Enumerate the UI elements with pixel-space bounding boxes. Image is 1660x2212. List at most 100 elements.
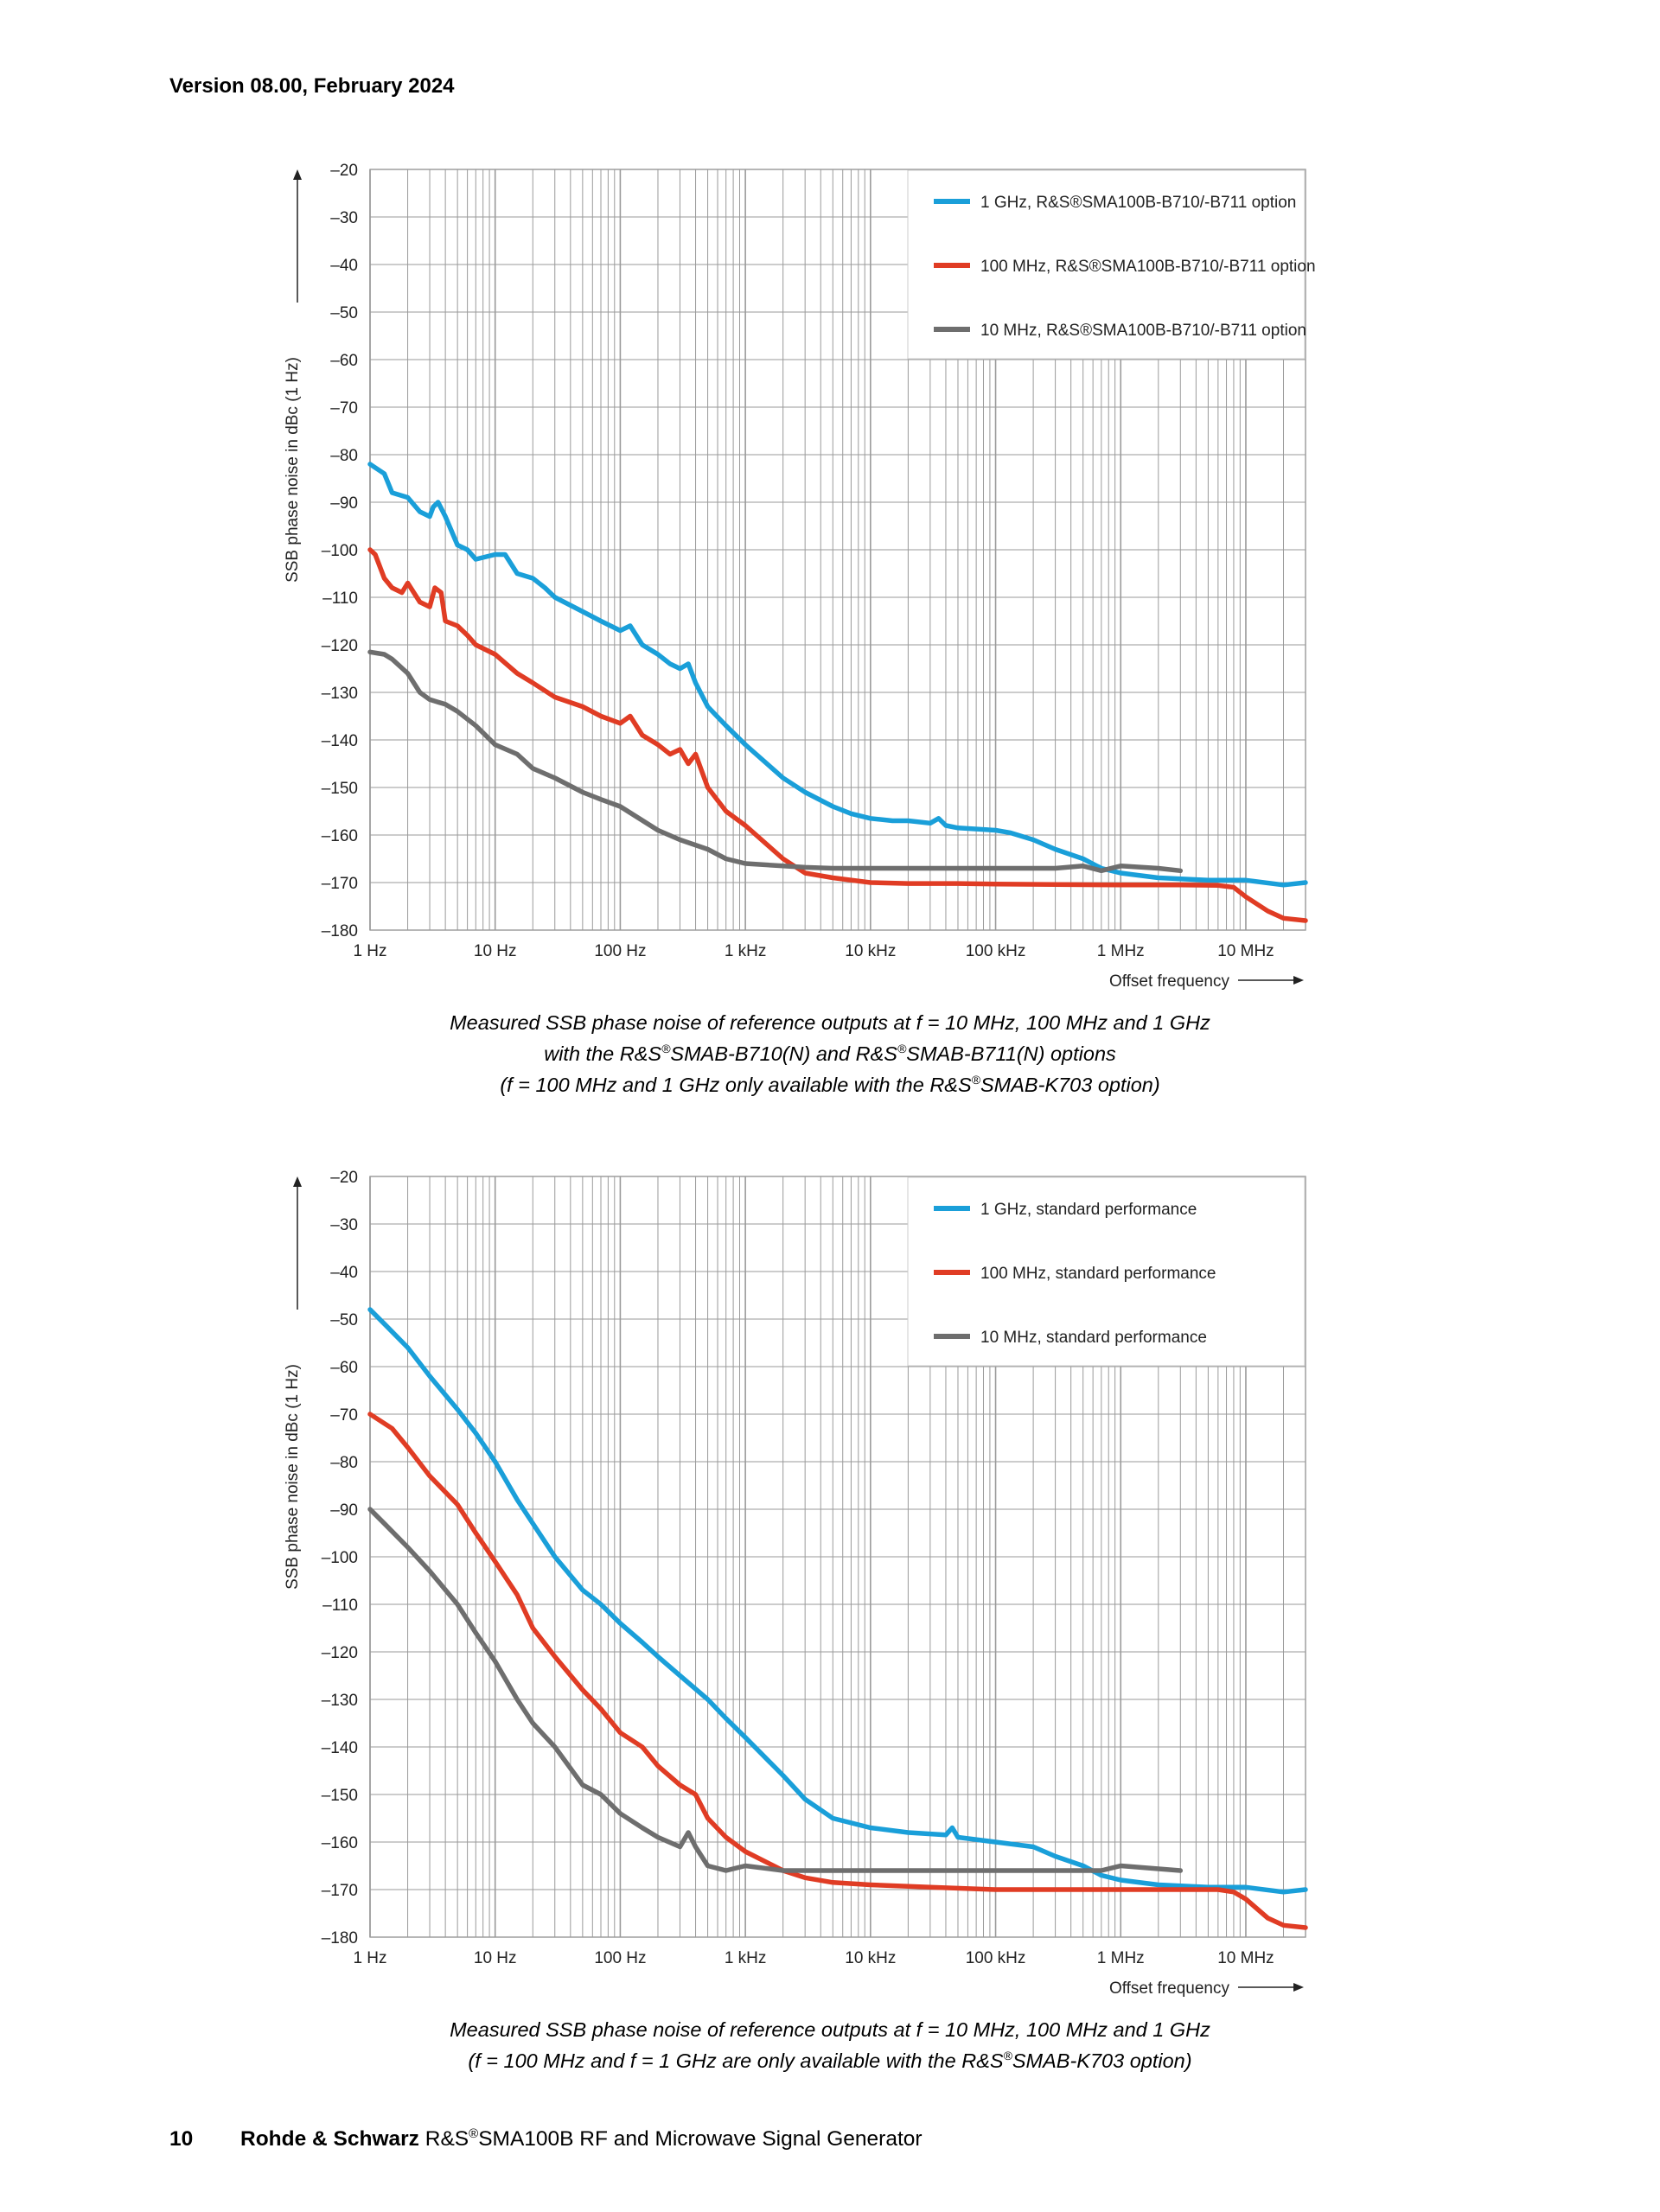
chart-svg: 1 GHz, R&S®SMA100B-B710/-B711 option 100 …	[284, 162, 1316, 991]
chart-caption-standard: Measured SSB phase noise of reference ou…	[0, 2017, 1660, 2074]
y-tick-label: –180	[322, 922, 358, 940]
x-tick-label: 10 MHz	[1217, 1949, 1274, 1967]
y-tick-label: –120	[322, 1644, 358, 1662]
legend-label: 100 MHz, R&S®SMA100B-B710/-B711 option	[980, 258, 1316, 276]
y-tick-label: –70	[330, 1406, 358, 1425]
footer-brand: Rohde & Schwarz	[240, 2127, 419, 2151]
x-tick-label: 10 kHz	[845, 1949, 896, 1967]
x-axis-arrow-head	[1293, 976, 1304, 985]
grid	[369, 1176, 1306, 1938]
chart-svg: 1 GHz, standard performance 100 MHz, stan…	[284, 1169, 1308, 1998]
footer-registered-mark: ®	[469, 2126, 479, 2141]
caption-text: SMAB-B711(N) options	[906, 1042, 1116, 1065]
legend-label: 1 GHz, standard performance	[980, 1201, 1197, 1219]
x-tick-label: 1 Hz	[353, 942, 386, 960]
caption-line: (f = 100 MHz and 1 GHz only available wi…	[0, 1067, 1660, 1098]
y-tick-label: –130	[322, 1692, 358, 1710]
phase-noise-chart-standard: 1 GHz, standard performance 100 MHz, stan…	[277, 1154, 1331, 2001]
y-tick-label: –170	[322, 875, 358, 893]
y-tick-label: –50	[330, 304, 358, 322]
series-line-2	[367, 649, 1184, 874]
y-tick-label: –70	[330, 399, 358, 418]
footer-product-name: SMA100B RF and Microwave Signal Generato…	[478, 2127, 923, 2151]
y-tick-label: –90	[330, 494, 358, 513]
x-axis-label: Offset frequency	[1109, 1979, 1230, 1998]
version-header: Version 08.00, February 2024	[169, 74, 455, 98]
x-tick-label: 1 kHz	[725, 942, 767, 960]
page-footer: 10 Rohde & Schwarz R&S®SMA100B RF and Mic…	[169, 2126, 923, 2151]
y-tick-label: –120	[322, 637, 358, 655]
caption-text: SMAB-B710(N) and R&S	[670, 1042, 897, 1065]
y-tick-label: –160	[322, 1834, 358, 1852]
x-tick-label: 10 MHz	[1217, 942, 1274, 960]
legend-label: 10 MHz, R&S®SMA100B-B710/-B711 option	[980, 322, 1306, 340]
y-tick-label: –130	[322, 685, 358, 703]
y-tick-label: –140	[322, 732, 358, 750]
y-tick-label: –100	[322, 542, 358, 560]
y-tick-label: –170	[322, 1882, 358, 1900]
y-axis-label: SSB phase noise in dBc (1 Hz)	[284, 1364, 302, 1590]
y-tick-label: –150	[322, 780, 358, 798]
x-tick-label: 100 Hz	[594, 1949, 646, 1967]
caption-line: Measured SSB phase noise of reference ou…	[0, 2017, 1660, 2043]
series-line-0	[367, 1307, 1308, 1895]
registered-mark: ®	[1003, 2049, 1012, 2062]
y-tick-label: –140	[322, 1739, 358, 1757]
caption-text: Measured SSB phase noise of reference ou…	[450, 1011, 1210, 1034]
caption-text: (f = 100 MHz and 1 GHz only available wi…	[500, 1073, 972, 1096]
series-line-0	[367, 462, 1308, 888]
caption-text: Measured SSB phase noise of reference ou…	[450, 2018, 1210, 2041]
footer-product-prefix: R&S	[418, 2127, 469, 2151]
y-tick-label: –80	[330, 1454, 358, 1472]
y-tick-label: –160	[322, 827, 358, 845]
x-tick-label: 10 kHz	[845, 942, 896, 960]
registered-mark: ®	[971, 1072, 980, 1087]
y-axis-label: SSB phase noise in dBc (1 Hz)	[284, 357, 302, 583]
y-tick-label: –30	[330, 1216, 358, 1234]
grid	[369, 169, 1306, 931]
page-number: 10	[169, 2127, 194, 2151]
x-tick-label: 1 MHz	[1097, 1949, 1145, 1967]
y-tick-label: –50	[330, 1311, 358, 1329]
y-tick-label: –30	[330, 209, 358, 227]
y-tick-label: –40	[330, 1264, 358, 1282]
y-tick-label: –40	[330, 257, 358, 275]
legend: 1 GHz, standard performance 100 MHz, stan…	[907, 1176, 1306, 1367]
legend-label: 1 GHz, R&S®SMA100B-B710/-B711 option	[980, 194, 1296, 212]
y-tick-label: –180	[322, 1929, 358, 1947]
caption-text: SMAB-K703 option)	[1012, 2049, 1192, 2072]
chart-caption-b710: Measured SSB phase noise of reference ou…	[0, 1010, 1660, 1098]
y-tick-label: –110	[322, 1597, 358, 1615]
registered-mark: ®	[897, 1042, 907, 1055]
registered-mark: ®	[661, 1042, 671, 1055]
phase-noise-chart-b710: 1 GHz, R&S®SMA100B-B710/-B711 option 100 …	[277, 147, 1331, 994]
series-line-2	[367, 1507, 1184, 1873]
y-tick-label: –90	[330, 1501, 358, 1520]
x-tick-label: 100 kHz	[966, 1949, 1026, 1967]
x-tick-label: 10 Hz	[474, 1949, 517, 1967]
x-tick-label: 100 Hz	[594, 942, 646, 960]
legend-box	[907, 169, 1306, 360]
x-tick-label: 1 kHz	[725, 1949, 767, 1967]
y-tick-label: –60	[330, 352, 358, 370]
y-tick-label: –110	[322, 590, 358, 608]
y-tick-label: –80	[330, 447, 358, 465]
x-axis-arrow-head	[1293, 1983, 1304, 1992]
legend-label: 100 MHz, standard performance	[980, 1265, 1216, 1283]
y-axis-arrow-head	[293, 1176, 302, 1187]
x-tick-label: 1 MHz	[1097, 942, 1145, 960]
y-tick-label: –60	[330, 1359, 358, 1377]
caption-line: (f = 100 MHz and f = 1 GHz are only avai…	[0, 2043, 1660, 2074]
caption-text: (f = 100 MHz and f = 1 GHz are only avai…	[468, 2049, 1004, 2072]
caption-line: with the R&S®SMAB-B710(N) and R&S®SMAB-B…	[0, 1036, 1660, 1067]
y-axis-arrow-head	[293, 169, 302, 180]
y-tick-label: –20	[330, 162, 358, 180]
x-tick-label: 1 Hz	[353, 1949, 386, 1967]
caption-text: with the R&S	[544, 1042, 662, 1065]
caption-line: Measured SSB phase noise of reference ou…	[0, 1010, 1660, 1036]
series-line-1	[367, 1412, 1308, 1930]
y-tick-label: –20	[330, 1169, 358, 1187]
y-tick-label: –150	[322, 1787, 358, 1805]
legend-box	[907, 1176, 1306, 1367]
legend: 1 GHz, R&S®SMA100B-B710/-B711 option 100 …	[907, 169, 1316, 360]
